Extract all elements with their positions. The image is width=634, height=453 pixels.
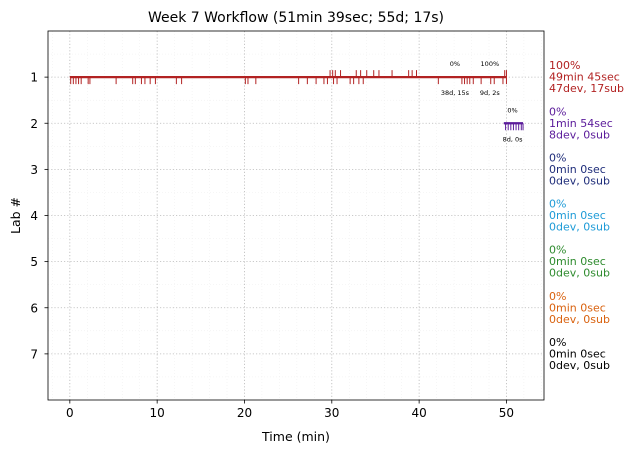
- series-layer: 0% 38d, 15s 100% 9d, 2s 0% 8d, 0s: [69, 60, 524, 143]
- lab-1-side-label: 47dev, 17sub: [549, 82, 624, 95]
- x-tick-label: 10: [150, 406, 165, 420]
- lab-1-side-label: 49min 45sec: [549, 71, 620, 84]
- lab-1-side-label: 100%: [549, 59, 580, 72]
- y-tick-label: 6: [30, 301, 38, 315]
- lab-4-side-label: 0dev, 0sub: [549, 221, 610, 234]
- axis-ticks: 0 10 20 30 40 50 1 2 3 4 5 6 7: [30, 71, 514, 420]
- x-tick-label: 0: [66, 406, 74, 420]
- lab-6-side-label: 0dev, 0sub: [549, 313, 610, 326]
- lab-5-side-label: 0%: [549, 244, 566, 257]
- lab-3-side-label: 0%: [549, 151, 566, 164]
- y-tick-label: 1: [30, 71, 38, 85]
- lab-1-count-annotation: 9d, 2s: [480, 89, 501, 97]
- y-axis-label: Lab #: [8, 197, 23, 234]
- lab-2-side-label: 1min 54sec: [549, 117, 613, 130]
- lab-2-side-label: 0%: [549, 105, 566, 118]
- x-tick-label: 20: [237, 406, 252, 420]
- x-tick-label: 50: [499, 406, 514, 420]
- lab-1-count-annotation: 38d, 15s: [441, 89, 470, 97]
- y-tick-label: 4: [30, 209, 38, 223]
- lab-5-side-label: 0min 0sec: [549, 255, 606, 268]
- y-tick-label: 7: [30, 347, 38, 361]
- chart-title: Week 7 Workflow (51min 39sec; 55d; 17s): [148, 10, 444, 26]
- lab-4-side-label: 0%: [549, 198, 566, 211]
- lab-4-side-label: 0min 0sec: [549, 209, 606, 222]
- y-tick-label: 5: [30, 255, 38, 269]
- lab-7-side-label: 0dev, 0sub: [549, 359, 610, 372]
- lab-7-side-label: 0min 0sec: [549, 347, 606, 360]
- x-axis-label: Time (min): [261, 429, 330, 444]
- lab-2-count-annotation: 8d, 0s: [503, 135, 524, 143]
- lab-5-side-label: 0dev, 0sub: [549, 267, 610, 280]
- lab-6-side-label: 0%: [549, 290, 566, 303]
- lab-2-side-label: 8dev, 0sub: [549, 128, 610, 141]
- lab-3-side-label: 0dev, 0sub: [549, 174, 610, 187]
- lab-2-percent-annotation: 0%: [507, 106, 517, 114]
- lab-1-percent-annotation: 100%: [481, 60, 500, 68]
- lab-3-side-label: 0min 0sec: [549, 163, 606, 176]
- y-tick-label: 2: [30, 117, 38, 131]
- y-tick-label: 3: [30, 163, 38, 177]
- lab-1-percent-annotation: 0%: [450, 60, 460, 68]
- lab-7-side-label: 0%: [549, 336, 566, 349]
- x-tick-label: 30: [324, 406, 339, 420]
- x-tick-label: 40: [411, 406, 426, 420]
- grid-lines: [48, 31, 544, 400]
- lab-6-side-label: 0min 0sec: [549, 301, 606, 314]
